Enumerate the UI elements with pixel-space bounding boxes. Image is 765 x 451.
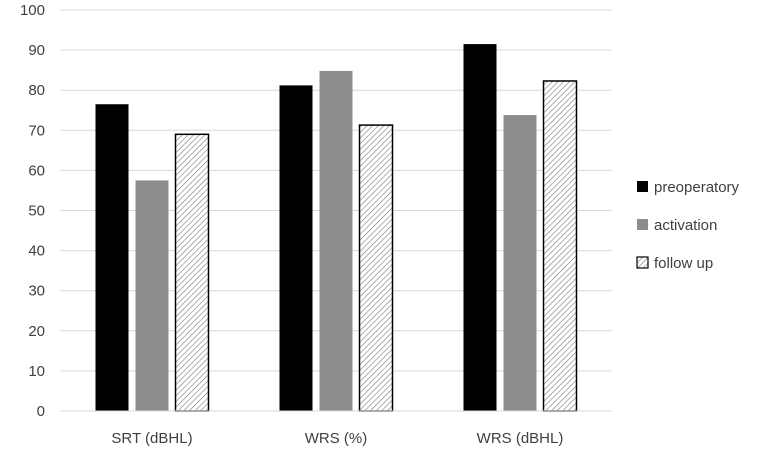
y-tick-label: 90 — [28, 42, 45, 59]
bars — [95, 44, 578, 412]
legend-swatch-preoperatory — [637, 181, 648, 192]
x-category-label: SRT (dBHL) — [111, 430, 192, 447]
y-tick-label: 30 — [28, 283, 45, 300]
y-tick-label: 20 — [28, 323, 45, 340]
legend-label: preoperatory — [654, 179, 740, 196]
bar-follow-up-2 — [542, 80, 578, 412]
bar-activation-2 — [503, 115, 537, 411]
bar-activation-1 — [319, 70, 353, 412]
bar-follow-up-0 — [174, 133, 210, 412]
legend-swatch-follow-up — [636, 256, 649, 269]
legend-swatch-activation — [637, 219, 648, 230]
y-tick-label: 40 — [28, 243, 45, 260]
bar-preoperatory-2 — [463, 44, 497, 412]
x-category-label: WRS (dBHL) — [477, 430, 564, 447]
legend-label: activation — [654, 217, 717, 234]
legend: preoperatory activation follow up — [636, 179, 740, 272]
bar-activation-0 — [135, 180, 169, 411]
y-tick-label: 100 — [20, 2, 45, 19]
bar-preoperatory-0 — [95, 104, 129, 412]
y-axis: 0 10 20 30 40 50 60 70 80 90 100 — [20, 2, 45, 420]
y-tick-label: 50 — [28, 203, 45, 220]
y-tick-label: 60 — [28, 162, 45, 179]
bar-follow-up-1 — [358, 124, 394, 412]
y-tick-label: 10 — [28, 363, 45, 380]
y-tick-label: 0 — [37, 403, 45, 420]
bar-preoperatory-1 — [279, 85, 313, 411]
y-tick-label: 80 — [28, 82, 45, 99]
x-axis: SRT (dBHL) WRS (%) WRS (dBHL) — [111, 430, 563, 447]
x-category-label: WRS (%) — [305, 430, 368, 447]
y-tick-label: 70 — [28, 122, 45, 139]
legend-label: follow up — [654, 255, 713, 272]
